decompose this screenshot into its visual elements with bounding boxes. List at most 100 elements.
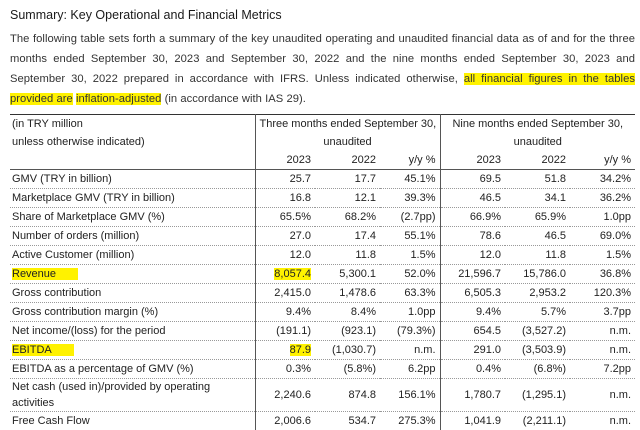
cell-value: 1.5%: [570, 246, 635, 265]
cell-value: 2,006.6: [255, 412, 315, 430]
cell-value: 6,505.3: [440, 284, 505, 303]
row-label: Share of Marketplace GMV (%): [10, 208, 255, 227]
cell-value: (1,295.1): [505, 379, 570, 412]
cell-value: 2,953.2: [505, 284, 570, 303]
cell-value: 87.9: [255, 341, 315, 360]
highlighted-label: EBITDA: [12, 344, 74, 356]
cell-value: 66.9%: [440, 208, 505, 227]
cell-value: 65.9%: [505, 208, 570, 227]
row-label: Active Customer (million): [10, 246, 255, 265]
cell-value: (2,211.1): [505, 412, 570, 430]
cell-value: 51.8: [505, 170, 570, 189]
nine-months-header: Nine months ended September 30,: [440, 115, 635, 134]
cell-value: 78.6: [440, 227, 505, 246]
row-label: Revenue: [10, 265, 255, 284]
col-2022-3m: 2022: [315, 151, 380, 170]
cell-value: 52.0%: [380, 265, 440, 284]
cell-value: 534.7: [315, 412, 380, 430]
table-row: Net income/(loss) for the period(191.1)(…: [10, 322, 635, 341]
row-label: Number of orders (million): [10, 227, 255, 246]
highlighted-value: 8,057.4: [274, 268, 311, 280]
cell-value: 8,057.4: [255, 265, 315, 284]
cell-value: 291.0: [440, 341, 505, 360]
cell-value: 3.7pp: [570, 303, 635, 322]
cell-value: 874.8: [315, 379, 380, 412]
cell-value: 36.8%: [570, 265, 635, 284]
cell-value: (2.7pp): [380, 208, 440, 227]
cell-value: n.m.: [570, 412, 635, 430]
cell-value: 39.3%: [380, 189, 440, 208]
table-row: Gross contribution margin (%)9.4%8.4%1.0…: [10, 303, 635, 322]
cell-value: 34.1: [505, 189, 570, 208]
col-yy-3m: y/y %: [380, 151, 440, 170]
cell-value: n.m.: [570, 322, 635, 341]
cell-value: 34.2%: [570, 170, 635, 189]
cell-value: 55.1%: [380, 227, 440, 246]
cell-value: 11.8: [315, 246, 380, 265]
cell-value: 1.5%: [380, 246, 440, 265]
cell-value: (1,030.7): [315, 341, 380, 360]
cell-value: 21,596.7: [440, 265, 505, 284]
cell-value: 6.2pp: [380, 360, 440, 379]
cell-value: 17.7: [315, 170, 380, 189]
row-label: Gross contribution: [10, 284, 255, 303]
cell-value: 5.7%: [505, 303, 570, 322]
table-row: EBITDA as a percentage of GMV (%)0.3%(5.…: [10, 360, 635, 379]
cell-value: 12.0: [255, 246, 315, 265]
cell-value: (79.3%): [380, 322, 440, 341]
cell-value: (191.1): [255, 322, 315, 341]
cell-value: 27.0: [255, 227, 315, 246]
cell-value: (923.1): [315, 322, 380, 341]
cell-value: 2,240.6: [255, 379, 315, 412]
table-row: Net cash (used in)/provided by operating…: [10, 379, 635, 412]
cell-value: n.m.: [570, 379, 635, 412]
cell-value: 1.0pp: [380, 303, 440, 322]
cell-value: 8.4%: [315, 303, 380, 322]
section-heading: Summary: Key Operational and Financial M…: [10, 6, 635, 25]
cell-value: 5,300.1: [315, 265, 380, 284]
cell-value: 68.2%: [315, 208, 380, 227]
unit-note-2: unless otherwise indicated): [10, 133, 255, 151]
cell-value: 156.1%: [380, 379, 440, 412]
cell-value: 46.5: [505, 227, 570, 246]
cell-value: 0.4%: [440, 360, 505, 379]
row-label: Net cash (used in)/provided by operating…: [10, 379, 255, 412]
col-2023-3m: 2023: [255, 151, 315, 170]
cell-value: 0.3%: [255, 360, 315, 379]
unaudited-label-9m: unaudited: [440, 133, 635, 151]
col-yy-9m: y/y %: [570, 151, 635, 170]
cell-value: (5.8%): [315, 360, 380, 379]
highlighted-value: 87.9: [290, 344, 311, 356]
cell-value: 275.3%: [380, 412, 440, 430]
row-label: GMV (TRY in billion): [10, 170, 255, 189]
row-label: EBITDA: [10, 341, 255, 360]
table-row: Share of Marketplace GMV (%)65.5%68.2%(2…: [10, 208, 635, 227]
cell-value: (3,503.9): [505, 341, 570, 360]
cell-value: 69.5: [440, 170, 505, 189]
cell-value: 7.2pp: [570, 360, 635, 379]
cell-value: 654.5: [440, 322, 505, 341]
document: Summary: Key Operational and Financial M…: [10, 0, 635, 430]
cell-value: 1,041.9: [440, 412, 505, 430]
cell-value: (3,527.2): [505, 322, 570, 341]
highlighted-text-2: inflation-adjusted: [76, 93, 161, 105]
cell-value: 65.5%: [255, 208, 315, 227]
col-2023-9m: 2023: [440, 151, 505, 170]
cell-value: 9.4%: [255, 303, 315, 322]
cell-value: 63.3%: [380, 284, 440, 303]
metrics-table: (in TRY million Three months ended Septe…: [10, 114, 635, 430]
cell-value: 36.2%: [570, 189, 635, 208]
row-label: Marketplace GMV (TRY in billion): [10, 189, 255, 208]
cell-value: 120.3%: [570, 284, 635, 303]
row-label: Gross contribution margin (%): [10, 303, 255, 322]
cell-value: 45.1%: [380, 170, 440, 189]
col-2022-9m: 2022: [505, 151, 570, 170]
